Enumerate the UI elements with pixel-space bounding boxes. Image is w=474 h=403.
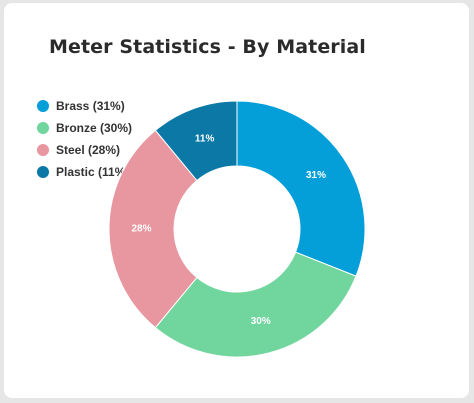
legend-item-bronze[interactable]: Bronze (30%) xyxy=(37,119,132,136)
data-label-brass: 31% xyxy=(306,170,326,181)
legend-item-brass[interactable]: Brass (31%) xyxy=(37,97,132,114)
chart-legend: Brass (31%) Bronze (30%) Steel (28%) Pla… xyxy=(37,97,132,180)
donut-data-labels: 31% 30% 28% 11% xyxy=(131,134,326,327)
data-label-bronze: 30% xyxy=(251,316,271,327)
legend-label-steel: Steel (28%) xyxy=(56,142,121,157)
legend-label-brass: Brass (31%) xyxy=(56,98,125,113)
donut-slices xyxy=(108,100,366,358)
slice-steel[interactable] xyxy=(108,129,198,329)
legend-marker-steel xyxy=(37,143,49,156)
legend-marker-brass xyxy=(37,99,49,112)
legend-item-steel[interactable]: Steel (28%) xyxy=(37,141,132,158)
legend-marker-plastic xyxy=(37,165,49,178)
slice-brass[interactable] xyxy=(236,100,366,277)
legend-item-plastic[interactable]: Plastic (11%) xyxy=(37,163,132,180)
data-label-steel: 28% xyxy=(131,224,151,235)
legend-marker-bronze xyxy=(37,121,49,134)
legend-label-bronze: Bronze (30%) xyxy=(56,120,133,135)
chart-title: Meter Statistics - By Material xyxy=(49,36,366,58)
slice-bronze[interactable] xyxy=(154,251,357,358)
legend-label-plastic: Plastic (11%) xyxy=(56,164,130,179)
slice-plastic[interactable] xyxy=(154,100,238,182)
data-label-plastic: 11% xyxy=(195,134,215,145)
